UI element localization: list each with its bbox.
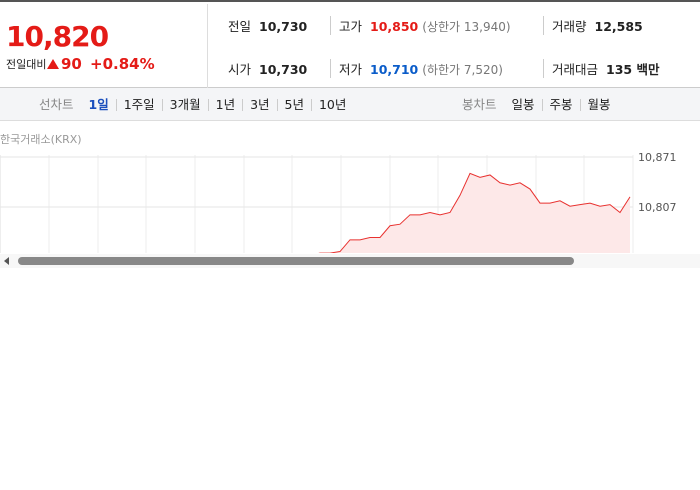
info-cell: 저가 10,710 (하한가 7,520) xyxy=(330,59,503,78)
area xyxy=(330,173,630,253)
info-value: 135 백만 xyxy=(606,62,660,77)
tab-bar: 선차트 1일 1주일 3개월 1년 3년 5년 10년 봉차트 일봉 주봉 월봉 xyxy=(0,88,700,121)
info-value: 10,710 xyxy=(370,62,419,77)
tab[interactable]: 1일 xyxy=(88,97,109,112)
up-icon xyxy=(47,59,59,69)
tab-label: 선차트 xyxy=(39,97,74,112)
info-note: (하한가 7,520) xyxy=(422,63,503,77)
info-cell: 고가 10,850 (상한가 13,940) xyxy=(330,16,511,35)
info-value: 12,585 xyxy=(594,19,643,34)
y-tick-label: 10,871 xyxy=(638,151,677,164)
tab-label: 봉차트 xyxy=(462,97,497,112)
price-box: 10,820 전일대비 90 +0.84% xyxy=(0,4,208,90)
change-label: 전일대비 xyxy=(6,58,47,71)
info-cell: 시가 10,730 xyxy=(228,59,307,78)
tab[interactable]: 1주일 xyxy=(115,98,162,111)
scroll-left[interactable] xyxy=(3,257,11,265)
price: 10,820 xyxy=(6,20,109,53)
info-cell: 거래량 12,585 xyxy=(543,16,643,35)
info-value: 10,730 xyxy=(259,19,308,34)
info-label: 시가 xyxy=(228,62,252,77)
change: 90 xyxy=(61,55,82,73)
tab[interactable]: 5년 xyxy=(276,98,311,111)
y-tick-label: 10,807 xyxy=(638,201,677,214)
info-label: 저가 xyxy=(339,62,363,77)
info-note: (상한가 13,940) xyxy=(422,20,511,34)
info-value: 10,850 xyxy=(370,19,419,34)
info-cell: 거래대금 135 백만 xyxy=(543,59,659,78)
tab[interactable]: 일봉 xyxy=(511,97,535,112)
info-label: 거래량 xyxy=(552,19,587,34)
line-tabs: 선차트 1일 1주일 3개월 1년 3년 5년 10년 xyxy=(32,97,353,112)
source: 한국거래소(KRX) xyxy=(0,133,82,146)
tab[interactable]: 3년 xyxy=(242,98,276,111)
tab[interactable]: 3개월 xyxy=(161,98,208,111)
info-label: 거래대금 xyxy=(552,62,599,77)
tab[interactable]: 월봉 xyxy=(579,98,618,111)
tab[interactable]: 주봉 xyxy=(541,98,580,111)
change-pct: +0.84% xyxy=(90,55,155,73)
scrollbar[interactable] xyxy=(0,254,700,268)
candle-tabs: 봉차트 일봉 주봉 월봉 xyxy=(455,97,618,112)
line xyxy=(318,172,631,253)
quote-panel: 10,820 전일대비 90 +0.84% 전일 10,730 고가 10,850 (상… xyxy=(0,0,700,90)
info-label: 전일 xyxy=(228,19,252,34)
tab[interactable]: 10년 xyxy=(310,98,353,111)
tab[interactable]: 1년 xyxy=(207,98,242,111)
info-cell: 전일 10,730 xyxy=(228,16,307,35)
info-label: 고가 xyxy=(339,19,363,34)
scroll-thumb[interactable] xyxy=(18,257,574,265)
price-chart: 10,871 10,807 xyxy=(0,151,677,253)
info-value: 10,730 xyxy=(259,62,308,77)
